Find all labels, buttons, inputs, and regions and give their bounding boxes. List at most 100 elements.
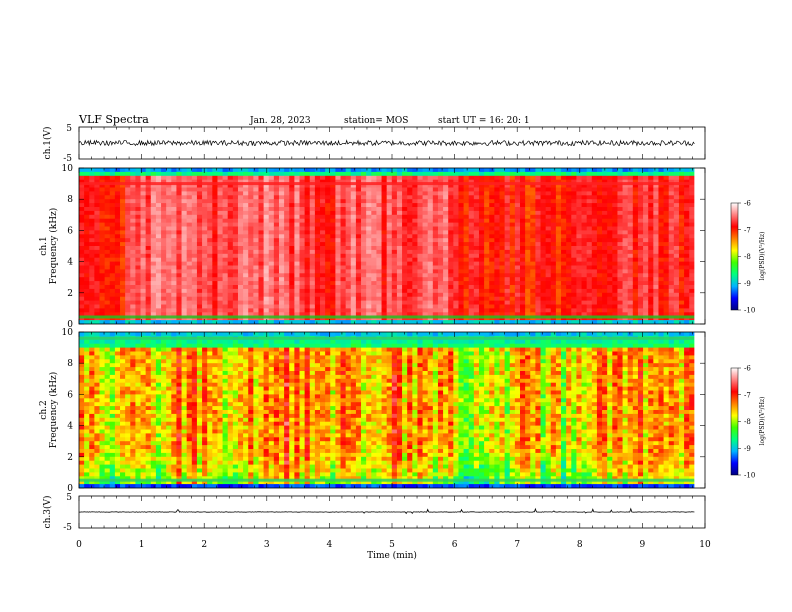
- spectrogram-cell: [663, 296, 670, 301]
- spectrogram-cell: [222, 210, 229, 216]
- spectrogram-cell: [591, 277, 598, 282]
- spectrogram-cell: [186, 246, 193, 251]
- spectrogram-cell: [217, 226, 223, 231]
- spectrogram-cell: [268, 265, 275, 270]
- spectrogram-cell: [412, 175, 418, 181]
- spectrogram-cell: [345, 226, 352, 231]
- spectrogram-cell: [207, 308, 213, 313]
- spectrogram-cell: [176, 292, 182, 298]
- spectrogram-cell: [514, 195, 521, 200]
- spectrogram-cell: [120, 246, 126, 251]
- spectrogram-cell: [555, 285, 562, 290]
- spectrogram-cell: [648, 296, 654, 301]
- spectrogram-cell: [448, 187, 454, 192]
- spectrogram-cell: [458, 285, 464, 290]
- spectrogram-cell: [253, 238, 259, 243]
- spectrogram-cell: [330, 304, 336, 309]
- spectrogram-cell: [320, 288, 326, 294]
- spectrogram-cell: [130, 249, 136, 255]
- spectrogram-cell: [448, 281, 454, 286]
- spectrogram-cell: [161, 218, 167, 223]
- spectrogram-cell: [171, 210, 177, 216]
- spectrogram-cell: [304, 320, 311, 324]
- spectrogram-cell: [571, 179, 577, 184]
- spectrogram-cell: [504, 230, 511, 235]
- spectrogram-cell: [627, 234, 634, 239]
- spectrogram-cell: [637, 312, 644, 317]
- spectrogram-cell: [484, 308, 490, 313]
- spectrogram-cell: [268, 226, 275, 231]
- spectrogram-cell: [586, 296, 593, 301]
- spectrogram-cell: [345, 312, 352, 317]
- spectrogram-cell: [278, 249, 285, 255]
- spectrogram-cell: [684, 246, 690, 251]
- spectrogram-cell: [632, 261, 639, 266]
- spectrogram-cell: [273, 226, 280, 231]
- spectrogram-cell: [294, 168, 300, 173]
- spectrogram-cell: [535, 207, 541, 212]
- spectrogram-cell: [155, 277, 162, 282]
- spectrogram-cell: [212, 203, 218, 208]
- spectrogram-cell: [212, 168, 218, 173]
- spectrogram-cell: [602, 285, 608, 290]
- spectrogram-cell: [263, 191, 270, 196]
- spectrogram-cell: [330, 195, 336, 200]
- spectrogram-cell: [540, 226, 547, 231]
- spectrogram-cell: [314, 296, 321, 301]
- spectrogram-cell: [371, 269, 377, 274]
- spectrogram-cell: [227, 300, 234, 305]
- spectrogram-cell: [135, 234, 141, 239]
- spectrogram-cell: [243, 168, 249, 173]
- spectrogram-cell: [678, 296, 685, 301]
- spectrogram-cell: [643, 179, 649, 184]
- spectrogram-cell: [381, 273, 388, 278]
- spectrogram-cell: [622, 226, 629, 231]
- spectrogram-cell: [330, 312, 336, 317]
- spectrogram-cell: [155, 238, 162, 243]
- spectrogram-cell: [596, 277, 603, 282]
- spectrogram-cell: [489, 308, 495, 313]
- spectrogram-cell: [525, 222, 531, 227]
- spectrogram-cell: [673, 292, 680, 298]
- spectrogram-cell: [673, 179, 680, 184]
- spectrogram-cell: [386, 168, 393, 173]
- spectrogram-cell: [648, 300, 654, 305]
- spectrogram-cell: [637, 265, 644, 270]
- spectrogram-cell: [591, 199, 598, 204]
- spectrogram-cell: [140, 183, 147, 188]
- spectrogram-cell: [120, 238, 126, 243]
- spectrogram-cell: [166, 261, 172, 266]
- spectrogram-cell: [520, 168, 526, 173]
- spectrogram-cell: [453, 175, 459, 181]
- spectrogram-cell: [361, 175, 367, 181]
- spectrogram-cell: [166, 168, 172, 173]
- spectrogram-cell: [340, 242, 347, 247]
- spectrogram-cell: [320, 175, 326, 181]
- spectrogram-cell: [489, 230, 495, 235]
- spectrogram-cell: [663, 246, 670, 251]
- spectrogram-cell: [79, 288, 85, 294]
- spectrogram-cell: [278, 191, 285, 196]
- spectrogram-cell: [340, 249, 347, 255]
- spectrogram-cell: [637, 320, 644, 324]
- spectrogram-cell: [648, 226, 654, 231]
- spectrogram-cell: [391, 296, 398, 301]
- spectrogram-cell: [658, 269, 664, 274]
- spectrogram-cell: [596, 265, 603, 270]
- spectrogram-cell: [99, 285, 106, 290]
- spectrogram-cell: [94, 218, 100, 223]
- spectrogram-cell: [386, 230, 393, 235]
- spectrogram-cell: [361, 238, 367, 243]
- spectrogram-cell: [566, 281, 572, 286]
- spectrogram-cell: [596, 175, 603, 181]
- ch1-spectrogram-xticks: [78, 168, 706, 324]
- spectrogram-cell: [284, 183, 290, 188]
- spectrogram-cell: [309, 277, 316, 282]
- spectrogram-cell: [684, 308, 690, 313]
- spectrogram-cell: [602, 195, 608, 200]
- spectrogram-cell: [84, 214, 90, 220]
- spectrogram-cell: [561, 214, 567, 220]
- spectrogram-cell: [243, 171, 249, 177]
- spectrogram-cell: [202, 175, 208, 181]
- spectrogram-cell: [478, 230, 485, 235]
